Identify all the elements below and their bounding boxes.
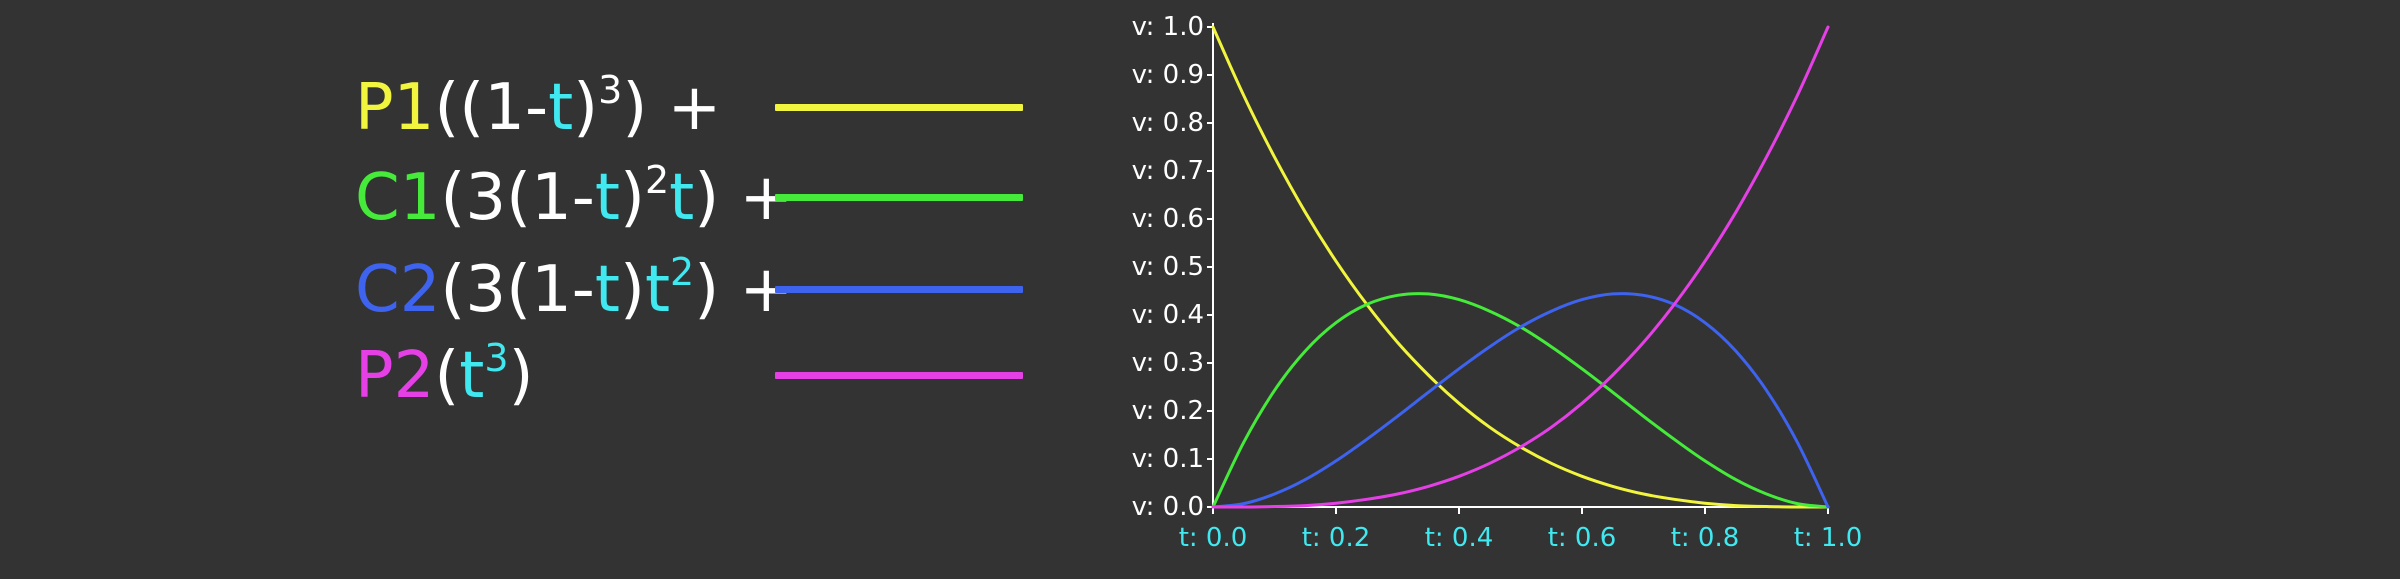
legend-row-p1: P1((1-t)3) +: [355, 68, 1075, 148]
curve-c2: [1211, 292, 1830, 509]
legend-swatch-p1: [775, 104, 1023, 111]
legend-formula: P1((1-t)3) +: [355, 68, 721, 148]
legend-formula: C2(3(1-t)t2) +: [355, 250, 793, 330]
formula-exponent: 2: [644, 158, 670, 202]
formula-text: +: [667, 71, 722, 145]
y-tick-label: v: 0.4: [1132, 300, 1204, 330]
y-tick-label: v: 0.3: [1132, 348, 1204, 378]
legend-swatch-c2: [775, 286, 1023, 293]
y-tick-label: v: 0.9: [1132, 60, 1204, 90]
formula-text: (3(1-: [440, 253, 595, 327]
formula-variable: t: [669, 161, 695, 235]
formula-text: ): [622, 71, 668, 145]
formula-exponent: 3: [598, 68, 623, 112]
legend-row-c1: C1(3(1-t)2t) +: [355, 158, 1075, 238]
legend-formula: C1(3(1-t)2t) +: [355, 158, 793, 238]
formula-variable: t: [644, 253, 671, 327]
formula-text: ): [573, 71, 599, 145]
formula-variable: 3: [484, 336, 509, 380]
legend-formula: P2(t3): [355, 336, 534, 416]
formula-text: ((: [434, 71, 485, 145]
formula-text: (: [434, 339, 460, 413]
y-tick-label: v: 0.0: [1132, 492, 1204, 522]
formula-text: ): [508, 339, 534, 413]
y-tick-label: v: 1.0: [1132, 12, 1204, 42]
legend-point-label: P2: [355, 339, 435, 413]
y-tick-label: v: 0.6: [1132, 204, 1204, 234]
formula-variable: 2: [670, 250, 695, 294]
y-tick-label: v: 0.7: [1132, 156, 1204, 186]
formula-text: ): [619, 161, 645, 235]
formula-variable: t: [594, 161, 620, 235]
formula-variable: t: [594, 253, 620, 327]
formula-text: 1-: [484, 71, 549, 145]
y-tick-label: v: 0.8: [1132, 108, 1204, 138]
y-tick-label: v: 0.2: [1132, 396, 1204, 426]
legend-row-c2: C2(3(1-t)t2) +: [355, 250, 1075, 330]
formula-text: ): [619, 253, 645, 327]
x-tick-label: t: 0.0: [1179, 523, 1248, 553]
curve-p2: [1211, 25, 1830, 509]
formula-text: (3(1-: [440, 161, 595, 235]
x-tick-label: t: 0.2: [1302, 523, 1371, 553]
y-tick-label: v: 0.5: [1132, 252, 1204, 282]
y-tick-label: v: 0.1: [1132, 444, 1204, 474]
formula-variable: t: [548, 71, 574, 145]
formula-text: ): [694, 253, 740, 327]
x-tick-label: t: 0.6: [1548, 523, 1617, 553]
legend-swatch-c1: [775, 194, 1023, 201]
formula-variable: t: [459, 339, 485, 413]
legend-point-label: C2: [355, 253, 441, 327]
x-tick-label: t: 0.8: [1671, 523, 1740, 553]
legend-swatch-p2: [775, 372, 1023, 379]
legend-point-label: C1: [355, 161, 441, 235]
formula-text: ): [694, 161, 740, 235]
legend-row-p2: P2(t3): [355, 336, 1075, 416]
curve-p1: [1211, 25, 1830, 509]
x-tick-label: t: 0.4: [1425, 523, 1494, 553]
legend-point-label: P1: [355, 71, 435, 145]
legend: P1((1-t)3) + C1(3(1-t)2t) + C2(3(1-t)t2) +…: [355, 68, 1075, 428]
x-tick-label: t: 1.0: [1794, 523, 1863, 553]
